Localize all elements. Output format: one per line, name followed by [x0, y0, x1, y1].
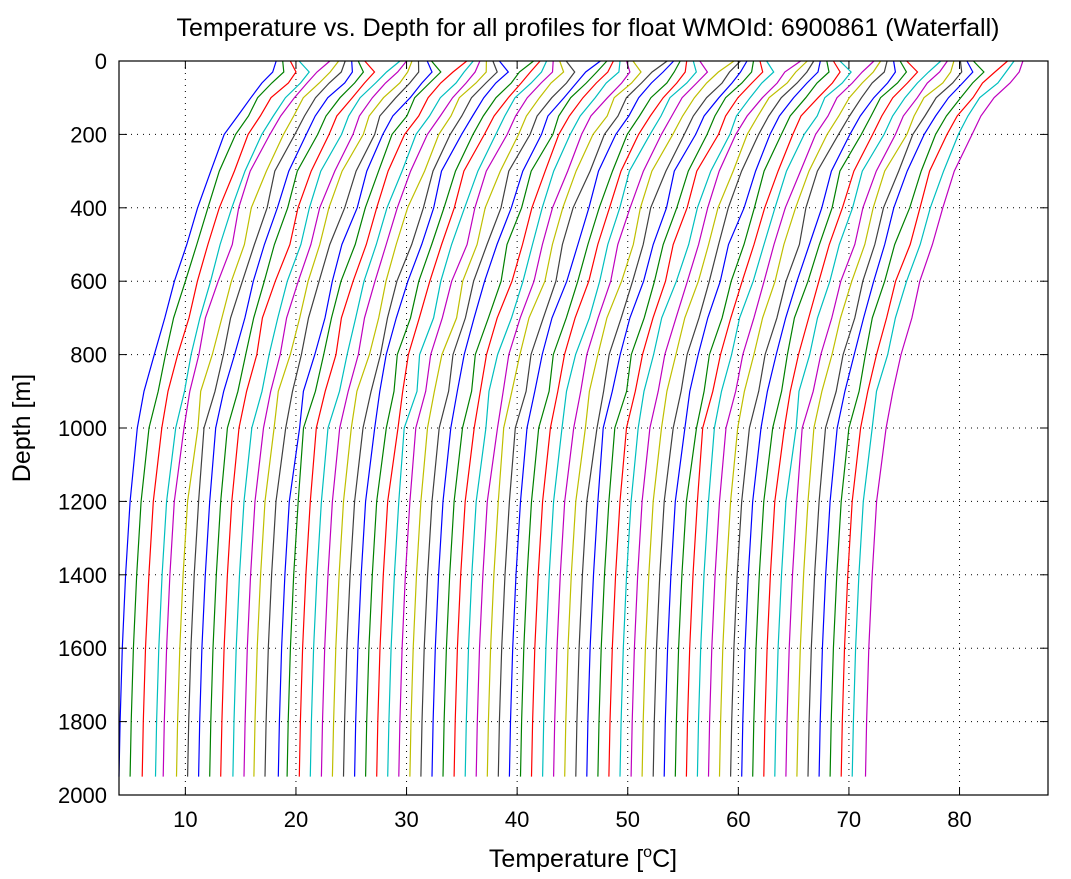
profile-line [420, 60, 576, 777]
profile-line [320, 60, 481, 777]
x-tick-label: 80 [947, 807, 971, 832]
profile-line [409, 60, 565, 777]
profile-line [696, 60, 852, 777]
x-axis-label: Temperature [oC] [489, 844, 677, 873]
y-tick-label: 1400 [58, 563, 107, 588]
profile-line [829, 60, 985, 777]
x-axis-label-suffix: C] [652, 845, 677, 873]
profile-line [818, 60, 974, 777]
profile-line [264, 60, 420, 777]
profile-line [707, 60, 875, 777]
profile-line [663, 60, 821, 777]
profile-line [763, 60, 919, 777]
profile-line [154, 60, 310, 777]
profile-line [840, 60, 1008, 777]
profile-line [387, 60, 548, 777]
profile-line [741, 60, 897, 777]
y-tick-label: 1200 [58, 489, 107, 514]
profile-line [486, 60, 642, 777]
profile-line [630, 60, 802, 777]
profile-line [752, 60, 908, 777]
profile-line [508, 60, 675, 777]
profile-line [220, 60, 376, 777]
profile-line [864, 60, 1024, 777]
profile-line [519, 60, 681, 777]
profile-line [253, 60, 413, 777]
x-tick-label: 70 [837, 807, 861, 832]
profile-line [141, 60, 297, 777]
x-tick-label: 10 [173, 807, 197, 832]
x-axis-ticks: 10 20 30 40 50 60 70 80 [173, 61, 972, 832]
profile-line [309, 60, 474, 777]
grid-lines [119, 60, 1048, 796]
y-axis-label: Depth [m] [8, 374, 36, 482]
profile-line [354, 60, 510, 777]
y-tick-label: 1800 [58, 710, 107, 735]
profiles-group [118, 60, 1024, 777]
y-tick-label: 600 [70, 269, 107, 294]
profile-line [796, 60, 955, 777]
profile-line [475, 60, 631, 777]
profile-line [553, 60, 709, 777]
profile-line [730, 60, 888, 777]
profile-line [277, 60, 433, 777]
profile-line [807, 60, 963, 777]
profile-line [162, 60, 331, 777]
y-tick-label: 1000 [58, 416, 107, 441]
plot-area-frame [118, 60, 1049, 796]
x-axis-label-degree: o [643, 844, 652, 861]
profile-line [774, 60, 942, 777]
profile-line [785, 60, 948, 777]
profile-line [453, 60, 614, 777]
profile-line [652, 60, 815, 777]
profile-line [129, 60, 285, 777]
x-tick-label: 20 [284, 807, 308, 832]
x-tick-label: 60 [726, 807, 750, 832]
profile-line [376, 60, 541, 777]
profile-line [175, 60, 340, 777]
x-tick-label: 30 [394, 807, 418, 832]
x-axis-label-prefix: Temperature [ [489, 845, 643, 873]
profile-line [118, 60, 277, 777]
y-tick-label: 0 [95, 49, 107, 74]
y-tick-label: 200 [70, 122, 107, 147]
profile-line [442, 60, 608, 777]
profile-line [342, 60, 498, 777]
x-tick-label: 50 [615, 807, 639, 832]
profile-line [586, 60, 748, 777]
profile-line [286, 60, 442, 777]
profile-line [187, 60, 346, 777]
profile-line [608, 60, 764, 777]
profile-line [209, 60, 365, 777]
chart-title: Temperature vs. Depth for all profiles f… [176, 14, 999, 42]
profile-line [530, 60, 688, 777]
y-axis-ticks: 0 200 400 600 800 1000 1200 1400 1600 1800 2000 [58, 49, 1048, 808]
profile-line [331, 60, 487, 777]
profile-line [198, 60, 354, 777]
profile-line [243, 60, 408, 777]
profile-line [398, 60, 554, 777]
profile-line [718, 60, 882, 777]
profile-line [298, 60, 468, 777]
profile-line [542, 60, 697, 777]
profile-line [685, 60, 841, 777]
profile-line [575, 60, 741, 777]
profile-line [674, 60, 830, 777]
profile-line [431, 60, 601, 777]
profile-line [619, 60, 775, 777]
profile-line [497, 60, 668, 777]
profile-line [464, 60, 621, 777]
y-tick-label: 400 [70, 196, 107, 221]
y-tick-label: 1600 [58, 636, 107, 661]
profile-line [232, 60, 401, 777]
x-tick-label: 40 [505, 807, 529, 832]
profile-line [641, 60, 808, 777]
y-tick-label: 800 [70, 343, 107, 368]
profile-line [365, 60, 534, 777]
profile-line [597, 60, 755, 777]
profile-line [564, 60, 735, 777]
y-tick-label: 2000 [58, 783, 107, 808]
profile-line [851, 60, 1015, 777]
